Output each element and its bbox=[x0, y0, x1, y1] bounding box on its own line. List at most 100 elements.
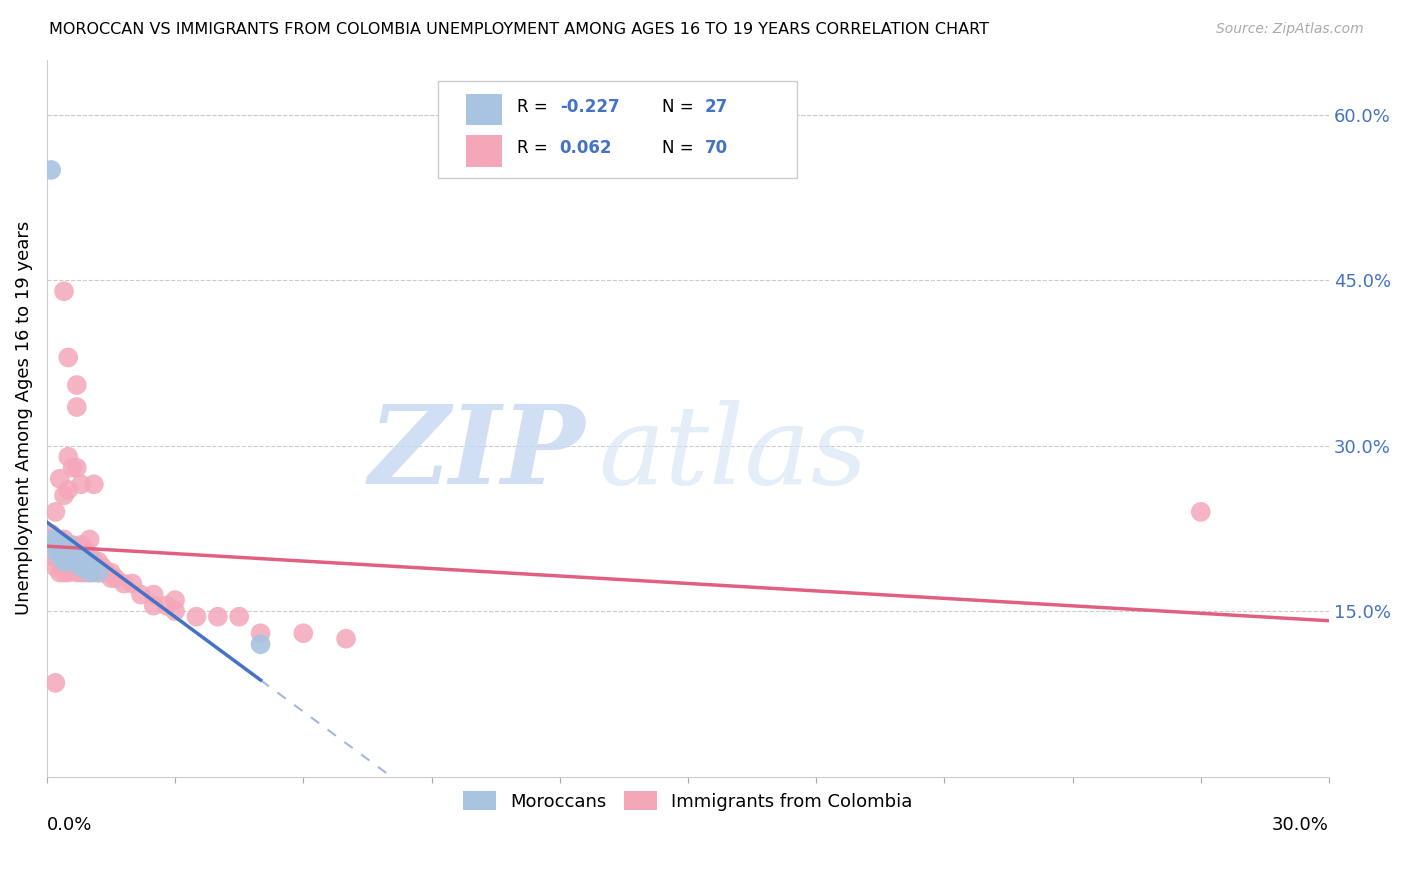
Text: 70: 70 bbox=[704, 139, 728, 158]
Point bbox=[91, 566, 114, 580]
Point bbox=[142, 599, 165, 613]
Text: R =: R = bbox=[517, 98, 554, 116]
Point bbox=[66, 543, 89, 558]
Point bbox=[62, 560, 84, 574]
Point bbox=[70, 549, 93, 563]
Point bbox=[39, 527, 62, 541]
Point bbox=[75, 555, 97, 569]
Point bbox=[53, 543, 76, 558]
Point bbox=[53, 555, 76, 569]
FancyBboxPatch shape bbox=[437, 81, 797, 178]
Point bbox=[53, 538, 76, 552]
Point bbox=[83, 555, 105, 569]
Point bbox=[44, 543, 66, 558]
Point bbox=[87, 555, 110, 569]
Point bbox=[39, 533, 62, 547]
Point bbox=[83, 566, 105, 580]
Point bbox=[44, 533, 66, 547]
Point bbox=[100, 571, 122, 585]
Point bbox=[58, 549, 80, 563]
Point bbox=[53, 549, 76, 563]
Point bbox=[79, 566, 101, 580]
Text: 27: 27 bbox=[704, 98, 728, 116]
Point bbox=[79, 566, 101, 580]
Point bbox=[44, 676, 66, 690]
Point bbox=[249, 626, 271, 640]
Point bbox=[39, 549, 62, 563]
Text: 30.0%: 30.0% bbox=[1272, 816, 1329, 834]
Point bbox=[292, 626, 315, 640]
Point bbox=[79, 555, 101, 569]
Legend: Moroccans, Immigrants from Colombia: Moroccans, Immigrants from Colombia bbox=[456, 784, 920, 818]
Text: -0.227: -0.227 bbox=[560, 98, 620, 116]
Point bbox=[44, 560, 66, 574]
Point bbox=[165, 593, 187, 607]
Point bbox=[79, 549, 101, 563]
Point bbox=[48, 543, 70, 558]
Y-axis label: Unemployment Among Ages 16 to 19 years: Unemployment Among Ages 16 to 19 years bbox=[15, 221, 32, 615]
Point bbox=[58, 543, 80, 558]
Point bbox=[48, 538, 70, 552]
Point bbox=[112, 576, 135, 591]
Text: 0.062: 0.062 bbox=[560, 139, 612, 158]
Point bbox=[66, 400, 89, 414]
Point bbox=[53, 533, 76, 547]
Point bbox=[53, 566, 76, 580]
Point bbox=[91, 560, 114, 574]
Point bbox=[104, 571, 127, 585]
Point bbox=[100, 566, 122, 580]
Point bbox=[66, 555, 89, 569]
Point bbox=[39, 538, 62, 552]
Text: N =: N = bbox=[662, 139, 699, 158]
Point bbox=[75, 555, 97, 569]
Point bbox=[70, 538, 93, 552]
Text: 0.0%: 0.0% bbox=[46, 816, 93, 834]
Point bbox=[58, 351, 80, 365]
Point bbox=[87, 566, 110, 580]
Point bbox=[58, 483, 80, 497]
Point bbox=[44, 549, 66, 563]
Point bbox=[62, 538, 84, 552]
Point bbox=[44, 538, 66, 552]
Text: ZIP: ZIP bbox=[368, 401, 585, 508]
Point bbox=[62, 549, 84, 563]
Point bbox=[48, 543, 70, 558]
Point bbox=[53, 285, 76, 299]
Point bbox=[53, 488, 76, 502]
Point bbox=[70, 560, 93, 574]
Point bbox=[75, 560, 97, 574]
Point bbox=[207, 609, 229, 624]
Point bbox=[70, 549, 93, 563]
Point bbox=[83, 477, 105, 491]
Point bbox=[48, 549, 70, 563]
Point bbox=[87, 566, 110, 580]
Point bbox=[58, 543, 80, 558]
Text: MOROCCAN VS IMMIGRANTS FROM COLOMBIA UNEMPLOYMENT AMONG AGES 16 TO 19 YEARS CORR: MOROCCAN VS IMMIGRANTS FROM COLOMBIA UNE… bbox=[49, 22, 990, 37]
Point bbox=[121, 576, 143, 591]
Point bbox=[48, 555, 70, 569]
Point bbox=[228, 609, 250, 624]
Point bbox=[62, 555, 84, 569]
Point bbox=[48, 472, 70, 486]
Point bbox=[129, 588, 152, 602]
Point bbox=[79, 555, 101, 569]
Point bbox=[66, 549, 89, 563]
Bar bbox=[467, 135, 502, 167]
Point bbox=[58, 555, 80, 569]
Point bbox=[1189, 505, 1212, 519]
Point bbox=[62, 549, 84, 563]
Point bbox=[79, 533, 101, 547]
Point bbox=[44, 505, 66, 519]
Point bbox=[66, 460, 89, 475]
Point bbox=[53, 555, 76, 569]
Text: Source: ZipAtlas.com: Source: ZipAtlas.com bbox=[1216, 22, 1364, 37]
Point bbox=[96, 566, 118, 580]
Point bbox=[75, 549, 97, 563]
Point bbox=[165, 604, 187, 618]
Point bbox=[70, 477, 93, 491]
Point bbox=[142, 588, 165, 602]
Point bbox=[66, 566, 89, 580]
Point bbox=[39, 162, 62, 177]
Point bbox=[58, 538, 80, 552]
Point bbox=[66, 378, 89, 392]
